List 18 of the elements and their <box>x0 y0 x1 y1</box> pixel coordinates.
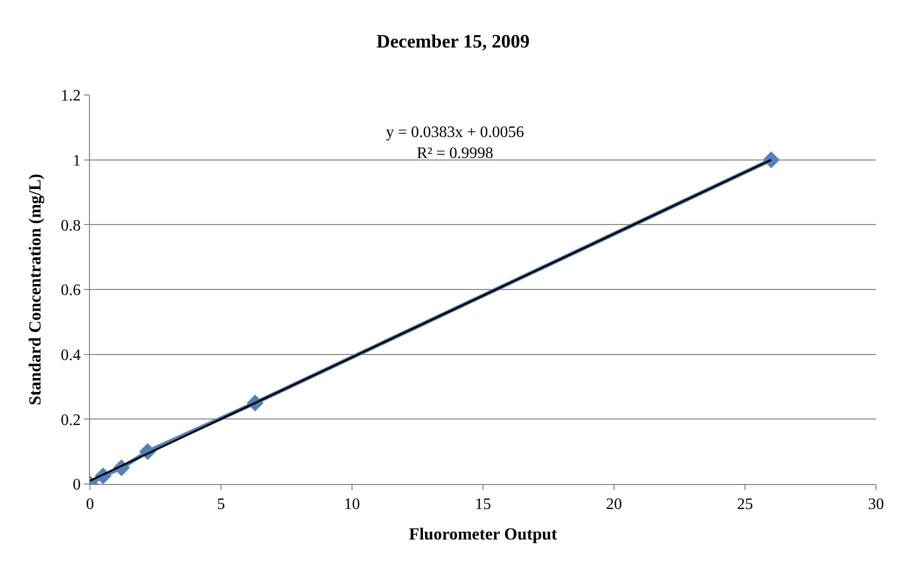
y-tick-label: 0 <box>72 476 81 494</box>
annotation: y = 0.0383x + 0.0056 R² = 0.9998 <box>386 124 524 162</box>
x-tick-label: 10 <box>344 496 360 514</box>
x-tick-label: 25 <box>737 496 753 514</box>
y-tick-label: 1.2 <box>60 88 81 105</box>
x-axis-title: Fluorometer Output <box>408 524 558 544</box>
x-tick-label: 5 <box>217 496 225 514</box>
x-tick-label: 30 <box>868 496 884 514</box>
y-tick-label: 0.6 <box>60 282 81 300</box>
x-tick-label: 20 <box>606 496 622 514</box>
chart-title: December 15, 2009 <box>376 32 530 53</box>
x-tick-label: 15 <box>475 496 491 514</box>
y-tick-label: 0.2 <box>60 412 81 429</box>
y-axis-title: Standard Concentration (mg/L) <box>25 174 44 406</box>
y-tick-label: 0.8 <box>60 217 81 234</box>
x-tick-label: 0 <box>86 496 94 514</box>
y-tick-label: 1 <box>72 152 81 170</box>
y-tick-label: 0.4 <box>60 346 81 364</box>
